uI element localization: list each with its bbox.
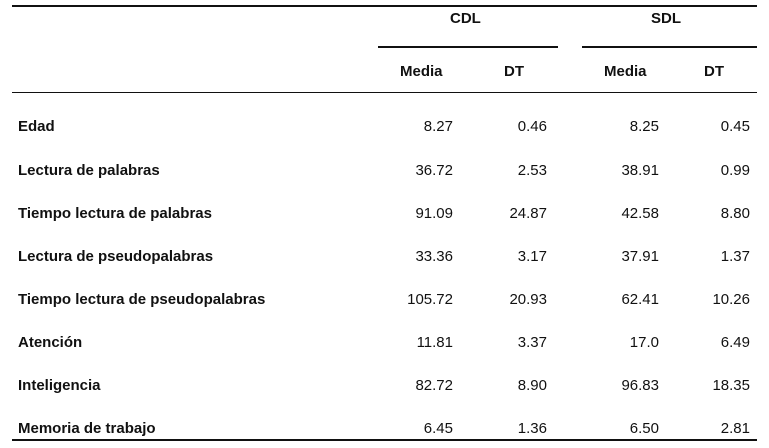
row-label-lectura-palabras: Lectura de palabras bbox=[18, 162, 160, 179]
cell-cdl-dt: 1.36 bbox=[517, 420, 547, 437]
cell-cdl-media: 105.72 bbox=[407, 291, 453, 308]
cell-cdl-dt: 2.53 bbox=[517, 162, 547, 179]
cell-sdl-media: 8.25 bbox=[629, 118, 659, 135]
cell-cdl-dt: 0.46 bbox=[517, 118, 547, 135]
cell-cdl-media: 8.27 bbox=[423, 118, 453, 135]
row-label-lectura-pseudopalabras: Lectura de pseudopalabras bbox=[18, 248, 214, 265]
cell-cdl-dt: 24.87 bbox=[509, 205, 547, 222]
cell-sdl-media: 17.0 bbox=[629, 334, 659, 351]
sub-header-sdl-dt: DT bbox=[704, 63, 724, 80]
sub-header-cdl-media: Media bbox=[400, 63, 443, 80]
cell-cdl-media: 6.45 bbox=[423, 420, 453, 437]
cell-sdl-media: 62.41 bbox=[621, 291, 659, 308]
cell-sdl-dt: 1.37 bbox=[720, 248, 750, 265]
cell-sdl-dt: 6.49 bbox=[720, 334, 750, 351]
cell-cdl-media: 11.81 bbox=[416, 334, 453, 351]
cell-sdl-dt: 0.45 bbox=[720, 118, 750, 135]
cell-sdl-media: 96.83 bbox=[621, 377, 659, 394]
cell-cdl-media: 36.72 bbox=[415, 162, 453, 179]
cell-sdl-media: 6.50 bbox=[629, 420, 659, 437]
cell-sdl-dt: 2.81 bbox=[720, 420, 750, 437]
cell-sdl-media: 37.91 bbox=[621, 248, 659, 265]
header-bottom-rule bbox=[12, 92, 757, 93]
cell-cdl-dt: 3.37 bbox=[517, 334, 547, 351]
row-label-tiempo-lectura-pseudopalabras: Tiempo lectura de pseudopalabras bbox=[18, 291, 266, 308]
row-label-inteligencia: Inteligencia bbox=[18, 377, 101, 394]
cell-sdl-dt: 0.99 bbox=[720, 162, 750, 179]
cell-sdl-media: 38.91 bbox=[621, 162, 659, 179]
cell-cdl-media: 91.09 bbox=[415, 205, 453, 222]
sub-header-sdl-media: Media bbox=[604, 63, 647, 80]
cdl-underline bbox=[378, 46, 558, 48]
cell-sdl-media: 42.58 bbox=[621, 205, 659, 222]
bottom-rule bbox=[12, 439, 757, 441]
sub-header-cdl-dt: DT bbox=[504, 63, 524, 80]
group-header-sdl: SDL bbox=[651, 10, 681, 27]
cell-sdl-dt: 8.80 bbox=[720, 205, 750, 222]
row-label-memoria-trabajo: Memoria de trabajo bbox=[18, 420, 156, 437]
cell-sdl-dt: 10.26 bbox=[712, 291, 750, 308]
top-rule bbox=[12, 5, 757, 7]
row-label-edad: Edad bbox=[18, 118, 55, 135]
cell-cdl-dt: 3.17 bbox=[517, 248, 547, 265]
cell-cdl-dt: 20.93 bbox=[509, 291, 547, 308]
group-header-cdl: CDL bbox=[450, 10, 481, 27]
cell-sdl-dt: 18.35 bbox=[712, 377, 750, 394]
row-label-tiempo-lectura-palabras: Tiempo lectura de palabras bbox=[18, 205, 212, 222]
sdl-underline bbox=[582, 46, 757, 48]
cell-cdl-media: 82.72 bbox=[415, 377, 453, 394]
row-label-atencion: Atención bbox=[18, 334, 83, 351]
cell-cdl-media: 33.36 bbox=[415, 248, 453, 265]
cell-cdl-dt: 8.90 bbox=[517, 377, 547, 394]
